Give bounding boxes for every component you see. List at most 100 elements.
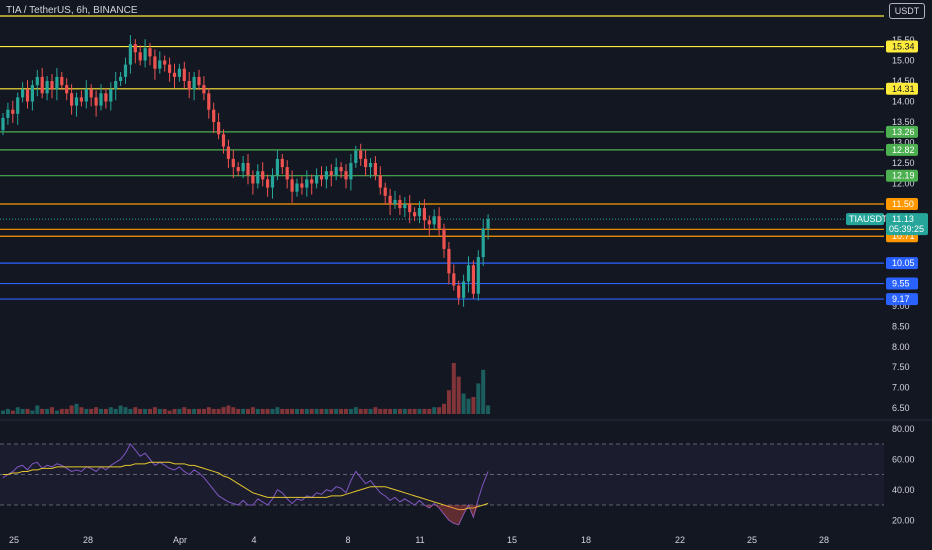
chart-title: TIA / TetherUS, 6h, BINANCE [6,5,138,16]
candle-body [60,76,64,86]
candle-body [94,97,98,106]
price-tick-label: 13.50 [892,117,915,127]
rsi-pane[interactable]: 80.00 60.00 40.00 20.00 [0,419,932,526]
candle-body [45,81,49,94]
candle-body [295,183,299,192]
candle-body [99,93,103,106]
candle-body [30,85,34,102]
candle-body [359,150,363,159]
candle-body [207,93,211,110]
volume-bar [270,408,275,414]
candle-body [192,76,196,90]
level-price-tag [886,82,918,95]
volume-bar [339,408,344,414]
candle-body [217,122,221,135]
candle-body [354,150,358,163]
volume-bar [148,408,152,414]
candle-body [270,175,275,188]
volume-bar [295,408,299,414]
volume-bar [79,407,84,414]
candle-body [70,93,74,106]
candle-body [1,117,5,131]
volume-bar [108,407,113,414]
candle-body [398,199,402,209]
volume-bar [172,408,177,414]
candle-body [422,208,426,221]
candle-body [349,163,353,180]
volume-bar [226,405,231,414]
price-axis[interactable]: 15.50 15.00 14.50 14.00 13.50 13.00 12.50 12.00… [892,35,915,413]
candle-body [163,60,167,65]
level-price-text: 12.19 [892,171,915,181]
candle-body [417,208,422,217]
candle-body [89,89,93,98]
volume-bar [309,408,314,414]
volume-bar [260,408,265,414]
level-price-tag [886,198,918,210]
time-tick-label: 22 [675,535,685,545]
candle-body [84,89,88,102]
candle-body [143,48,147,61]
candle-body [403,204,407,209]
volume-bar [329,408,334,414]
candle-body [123,64,128,77]
price-tick-label: 14.50 [892,76,915,86]
volume-bar [1,410,5,414]
candle-body [437,216,441,229]
candle-body [383,187,387,196]
volume-bar [466,398,471,414]
volume-bar [265,408,270,414]
candle-body [21,89,25,98]
volume-bar [255,408,260,414]
rsi-tick-label: 60.00 [892,454,915,464]
time-axis[interactable]: 25 28 Apr 4 8 11 15 18 22 25 28 [9,535,829,545]
volume-bar [285,408,290,414]
volume-bar [54,410,59,414]
price-tick-label: 15.00 [892,56,915,66]
candle-body [109,89,113,102]
volume-bar [123,407,128,414]
price-tick-label: 14.00 [892,97,915,107]
level-price-tag [886,40,918,53]
volume-bar [10,410,15,414]
price-tick-label: 7.50 [892,362,910,372]
volume-bar [143,408,148,414]
last-price-text: 11.13 [892,214,914,224]
candle-body [280,158,284,168]
volume-bar [442,403,446,414]
price-tick-label: 8.50 [892,321,910,331]
price-tick-label: 6.50 [892,403,910,413]
candle-body [408,204,412,213]
candle-body [148,48,152,57]
volume-bar [128,408,133,414]
symbol-text: TIAUSDT [849,214,888,224]
currency-button[interactable]: USDT [889,3,925,19]
level-price-text: 9.17 [892,294,910,304]
candlesticks[interactable] [1,35,490,307]
level-price-tag [886,257,918,270]
volume-bar [451,363,456,414]
candle-body [11,109,15,114]
candle-body [119,76,123,81]
candle-body [197,76,201,86]
volume-bar [59,408,64,414]
level-price-text: 15.34 [892,42,915,52]
candle-body [442,228,446,249]
volume-bar [167,410,172,414]
rsi-tick-label: 40.00 [892,485,915,495]
volume-bar [417,408,422,414]
candle-body [462,281,466,298]
volume-bar [314,408,319,414]
volume-bar [290,408,295,414]
candle-body [231,158,235,168]
volume-bar [206,407,211,414]
candle-body [256,171,260,184]
volume-bar [231,407,236,414]
candle-body [476,257,480,294]
volume-bar [299,408,304,414]
price-tick-label: 9.00 [892,301,910,311]
volume-bar [402,408,407,414]
candle-body [55,76,59,90]
time-tick-label: 18 [581,535,591,545]
